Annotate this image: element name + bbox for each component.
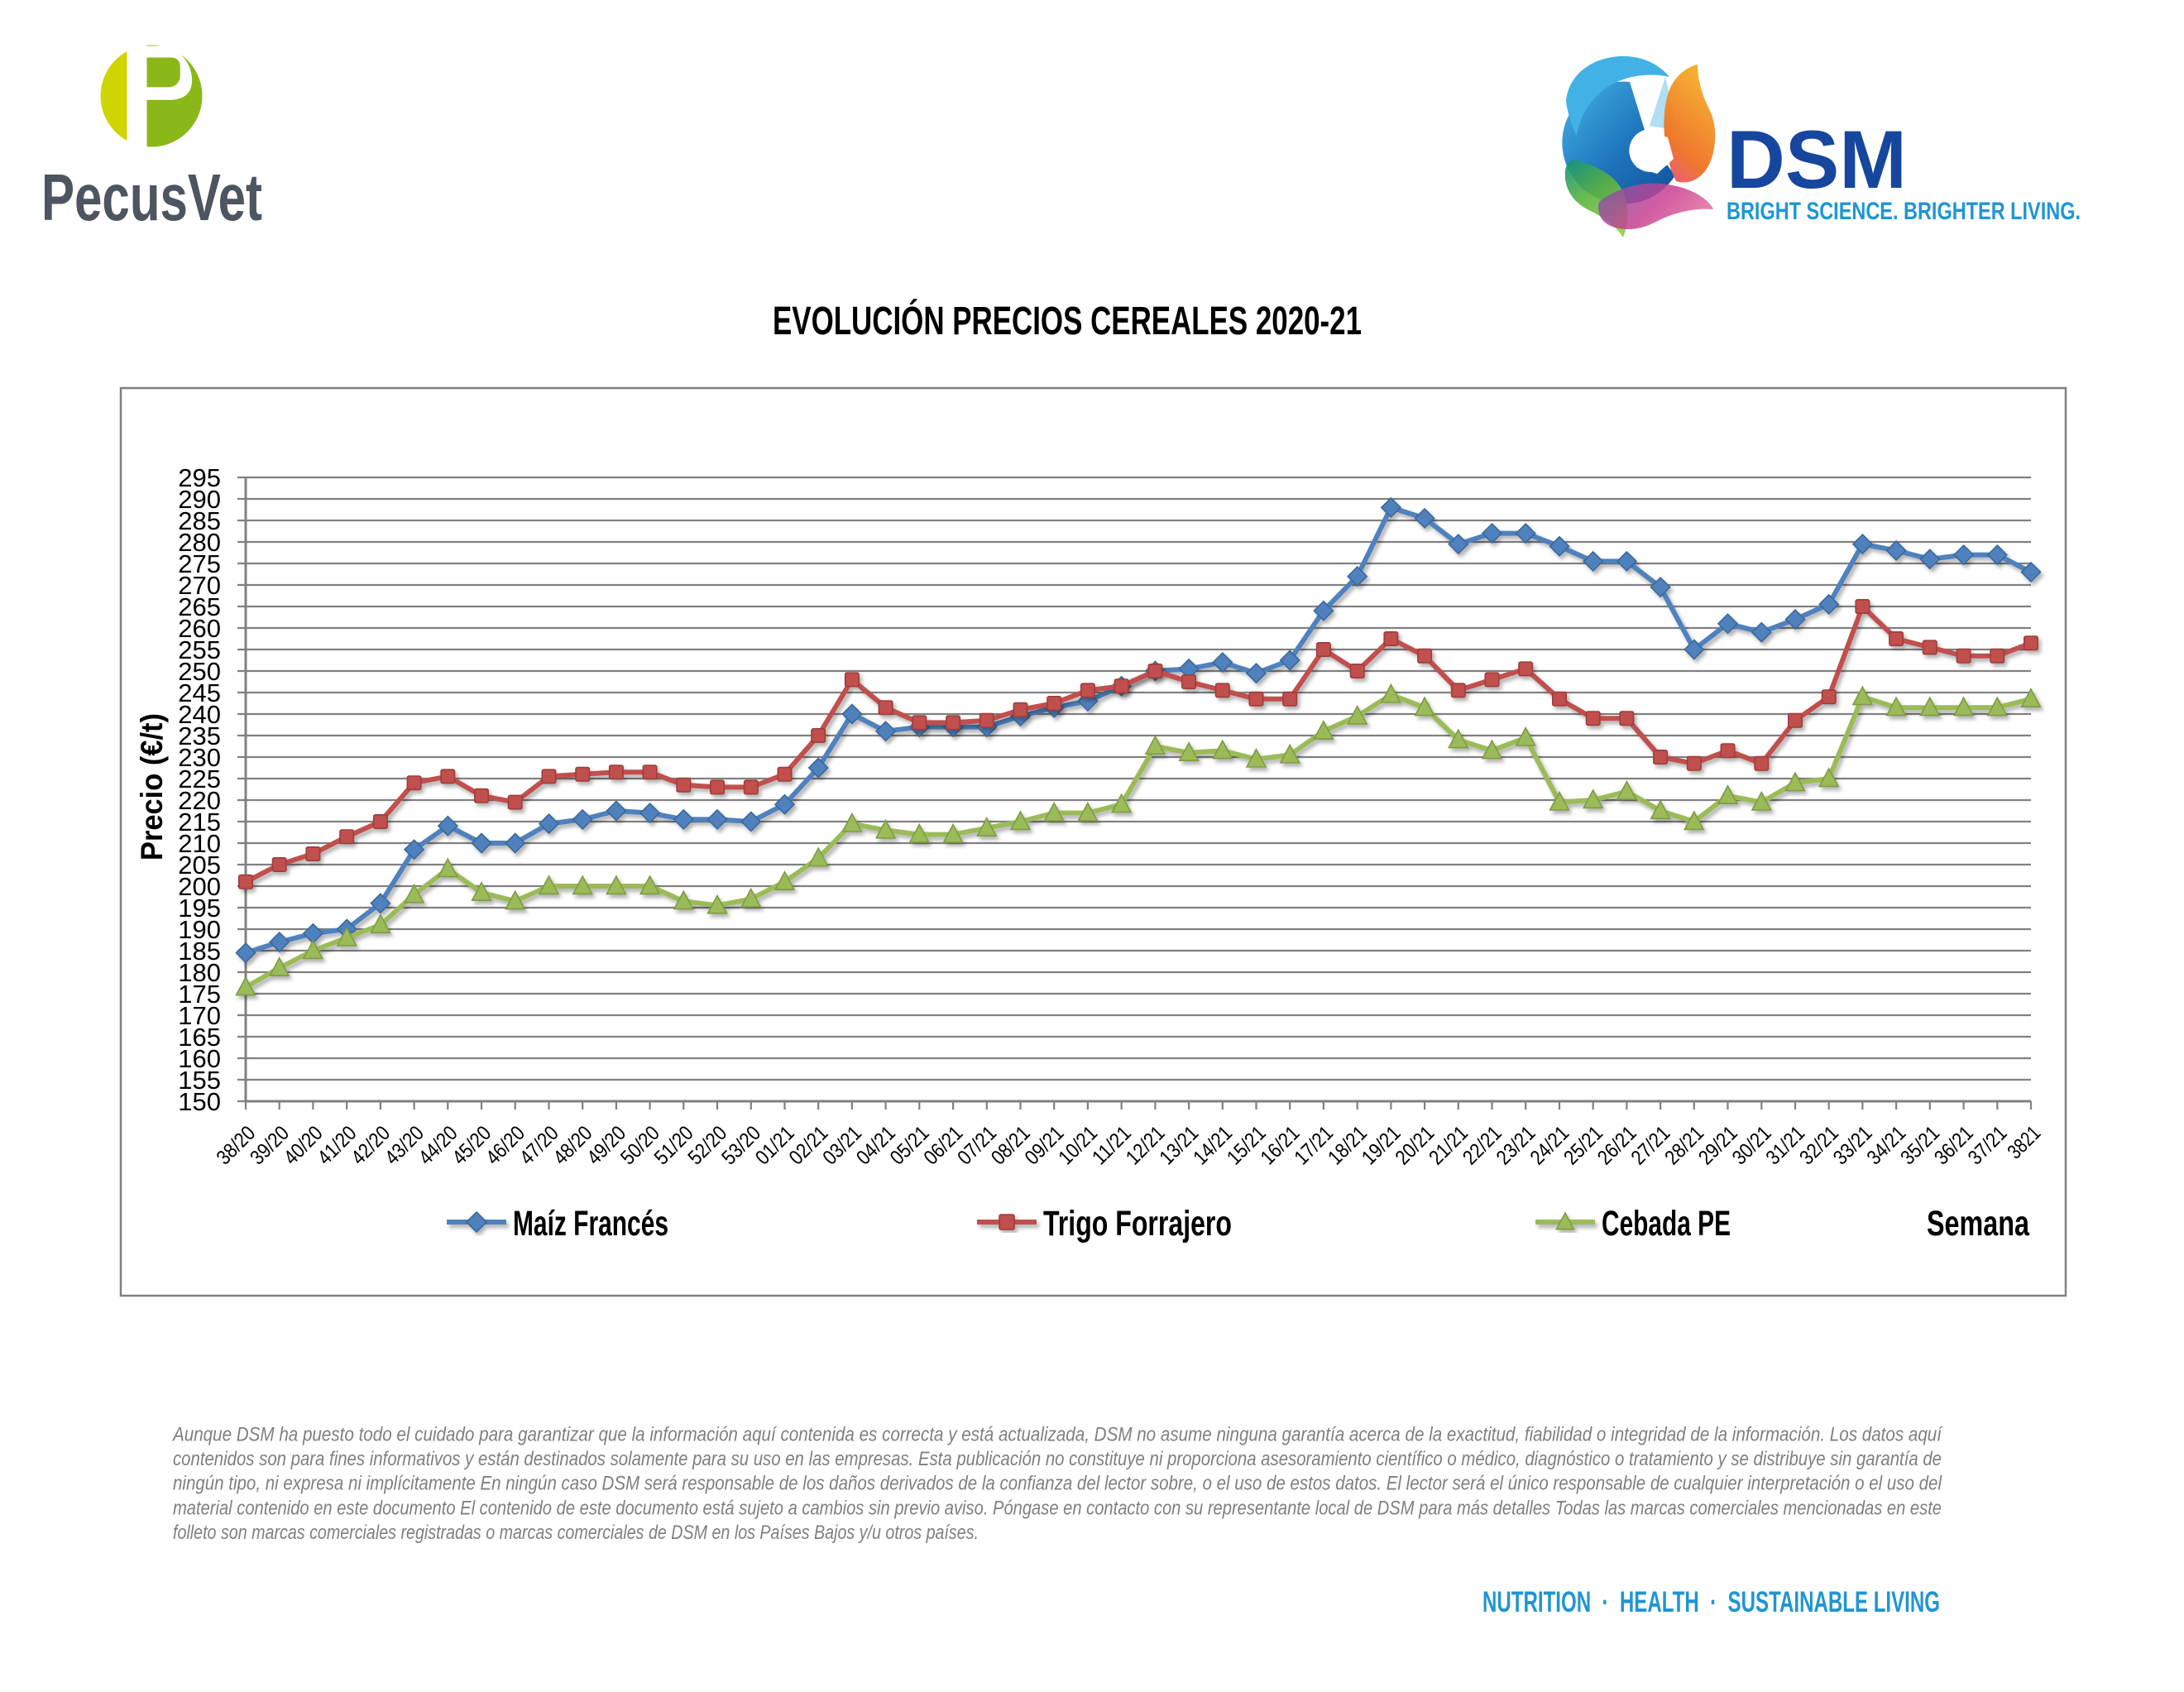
svg-text:285: 285 [178, 506, 221, 535]
svg-text:265: 265 [178, 592, 221, 621]
svg-text:175: 175 [178, 980, 221, 1009]
svg-text:250: 250 [178, 657, 221, 686]
svg-text:235: 235 [178, 721, 221, 750]
svg-text:PecusVet: PecusVet [41, 161, 262, 234]
svg-text:230: 230 [178, 743, 221, 772]
svg-text:190: 190 [178, 915, 221, 944]
svg-text:220: 220 [178, 786, 221, 815]
svg-text:180: 180 [178, 958, 221, 987]
svg-text:Maíz Francés: Maíz Francés [513, 1204, 668, 1244]
svg-text:295: 295 [178, 463, 221, 492]
svg-text:contenidos son para fines info: contenidos son para fines informativos y… [173, 1448, 1942, 1470]
svg-text:165: 165 [178, 1023, 221, 1052]
svg-text:215: 215 [178, 808, 221, 836]
svg-text:155: 155 [178, 1066, 221, 1095]
svg-text:260: 260 [178, 614, 221, 643]
svg-text:BRIGHT SCIENCE. BRIGHTER LIVIN: BRIGHT SCIENCE. BRIGHTER LIVING. [1727, 198, 2081, 225]
svg-text:280: 280 [178, 528, 221, 557]
svg-text:ningún tipo, ni expresa ni imp: ningún tipo, ni expresa ni implícitament… [173, 1473, 1942, 1495]
svg-text:200: 200 [178, 872, 221, 901]
svg-text:3821: 3821 [2003, 1121, 2045, 1163]
svg-text:185: 185 [178, 937, 221, 966]
svg-text:240: 240 [178, 700, 221, 729]
svg-text:290: 290 [178, 485, 221, 514]
svg-text:275: 275 [178, 549, 221, 578]
svg-text:150: 150 [178, 1087, 221, 1116]
svg-text:Aunque DSM ha puesto todo el c: Aunque DSM ha puesto todo el cuidado par… [171, 1424, 1943, 1446]
svg-text:Semana: Semana [1927, 1204, 2030, 1244]
svg-text:205: 205 [178, 851, 221, 880]
svg-text:270: 270 [178, 571, 221, 600]
svg-text:material contenido en este doc: material contenido en este documento El … [173, 1497, 1942, 1519]
svg-text:170: 170 [178, 1001, 221, 1030]
svg-text:195: 195 [178, 894, 221, 923]
svg-text:Precio (€/t): Precio (€/t) [135, 713, 169, 860]
svg-text:245: 245 [178, 678, 221, 707]
svg-text:NUTRITION · HEALTH · SUSTA: NUTRITION · HEALTH · SUSTAINABLE LIVING [1482, 1586, 1940, 1618]
svg-text:DSM: DSM [1727, 113, 1907, 205]
svg-text:255: 255 [178, 635, 221, 664]
svg-text:Cebada PE: Cebada PE [1602, 1204, 1731, 1244]
svg-text:225: 225 [178, 765, 221, 793]
svg-text:210: 210 [178, 829, 221, 858]
svg-text:EVOLUCIÓN PRECIOS CEREALES 202: EVOLUCIÓN PRECIOS CEREALES 2020-21 [773, 298, 1362, 343]
svg-text:folleto son marcas comerciales: folleto son marcas comerciales registrad… [173, 1522, 979, 1544]
svg-text:160: 160 [178, 1044, 221, 1073]
svg-text:Trigo Forrajero: Trigo Forrajero [1043, 1204, 1232, 1244]
